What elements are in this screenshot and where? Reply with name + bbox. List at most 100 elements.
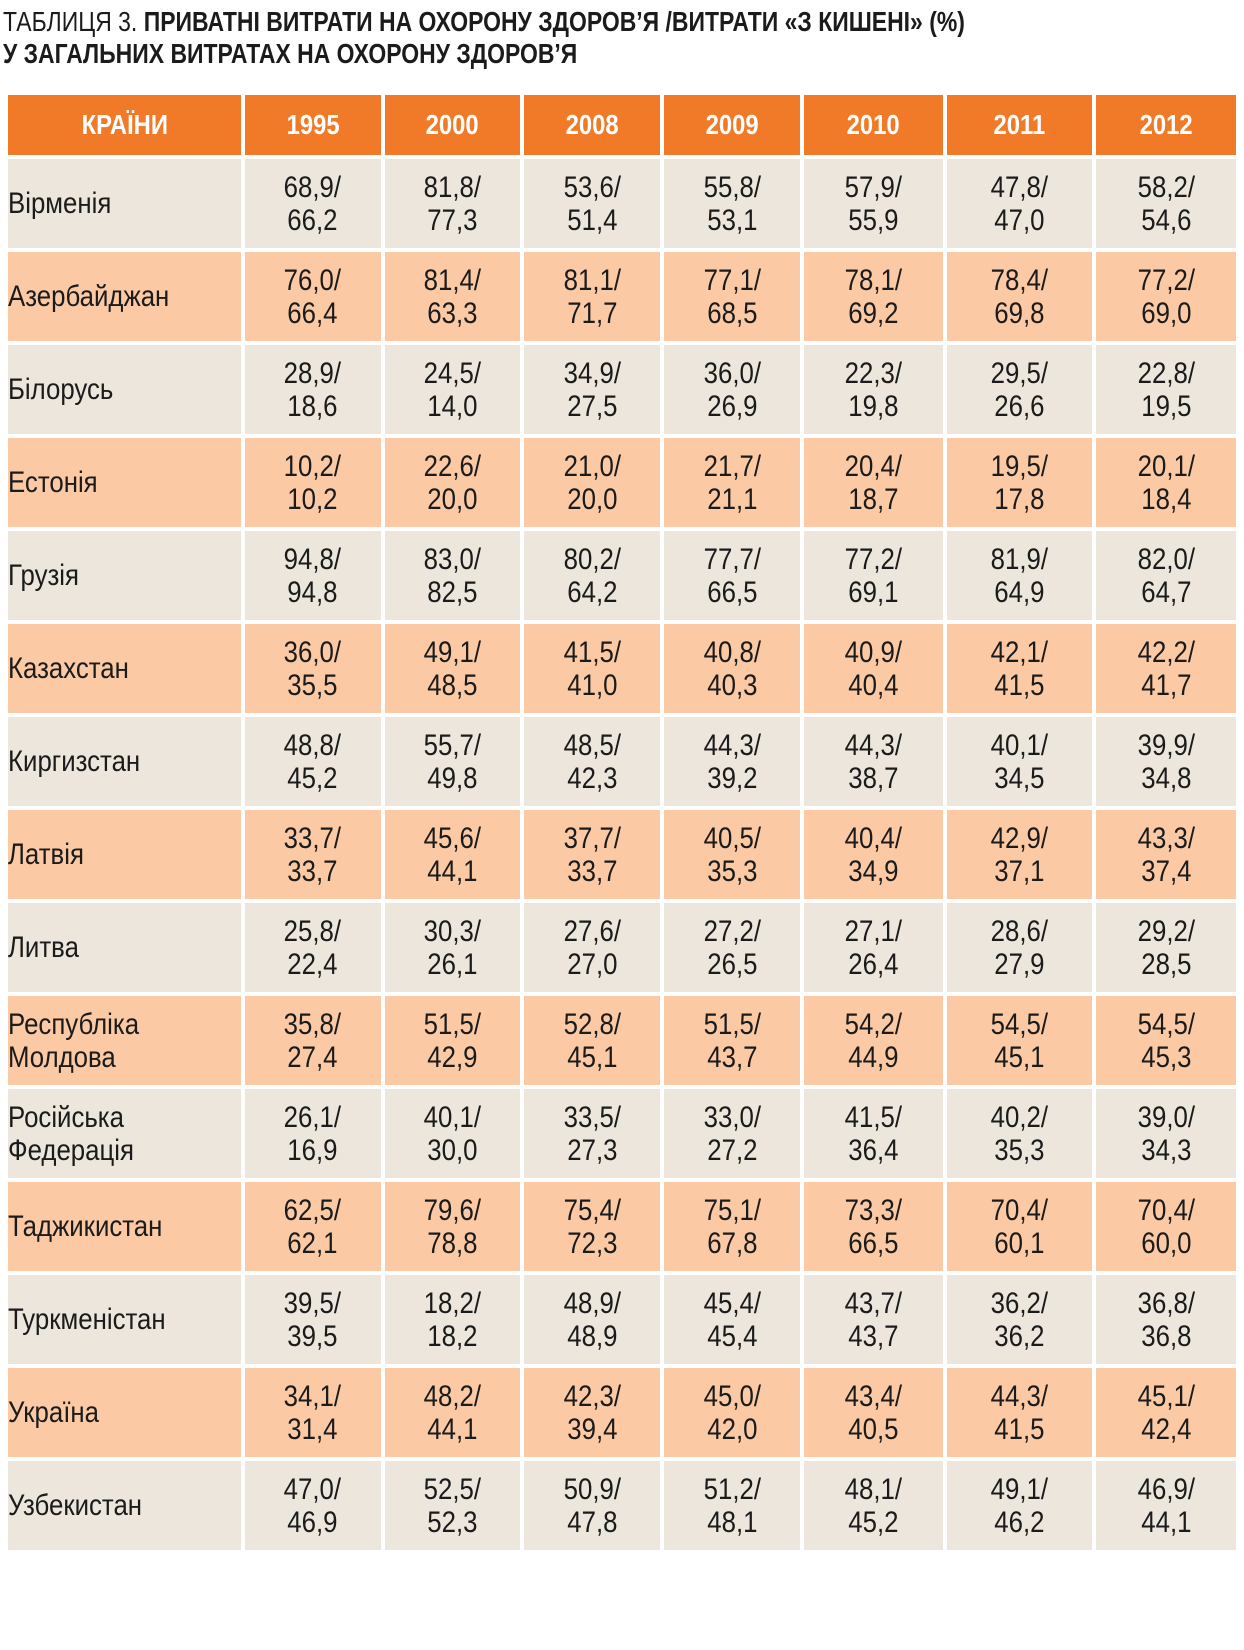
value-cell: 53,6/51,4 [520,155,665,252]
value-cell: 42,2/41,7 [1092,620,1240,717]
value-cell: 77,1/68,5 [660,248,804,345]
country-cell: Вірменія [4,155,245,252]
country-cell: Азербайджан [4,248,245,345]
value-cell: 50,9/47,8 [520,1457,665,1554]
value-cell: 21,7/21,1 [660,434,804,531]
value-cell: 57,9/55,9 [799,155,947,252]
value-cell: 48,8/45,2 [240,713,385,810]
header-year: 1995 [240,91,385,159]
value-cell: 19,5/17,8 [942,434,1097,531]
header-year: 2011 [942,91,1097,159]
value-cell: 28,9/18,6 [240,341,385,438]
value-cell: 70,4/60,1 [942,1178,1097,1275]
title-line-1: ПРИВАТНІ ВИТРАТИ НА ОХОРОНУ ЗДОРОВ’Я /ВИ… [143,6,965,37]
value-cell: 77,7/66,5 [660,527,804,624]
title-line-2: У ЗАГАЛЬНИХ ВИТРАТАХ НА ОХОРОНУ ЗДОРОВ’Я [3,38,578,69]
table-row: Республіка Молдова 35,8/27,4 51,5/42,9 52,8/… [4,992,1240,1089]
value-cell: 46,9/44,1 [1092,1457,1240,1554]
value-cell: 48,1/45,2 [799,1457,947,1554]
value-cell: 77,2/69,1 [799,527,947,624]
table-row: Узбекистан 47,0/46,9 52,5/52,3 50,9/47,8 51,… [4,1457,1240,1554]
country-cell: Таджикистан [4,1178,245,1275]
value-cell: 41,5/41,0 [520,620,665,717]
value-cell: 33,0/27,2 [660,1085,804,1182]
country-cell: Литва [4,899,245,996]
value-cell: 40,4/34,9 [799,806,947,903]
table-row: Білорусь 28,9/18,6 24,5/14,0 34,9/27,5 36,0/… [4,341,1240,438]
table-row: Казахстан 36,0/35,5 49,1/48,5 41,5/41,0 40,8… [4,620,1240,717]
value-cell: 37,7/33,7 [520,806,665,903]
value-cell: 79,6/78,8 [380,1178,525,1275]
value-cell: 48,9/48,9 [520,1271,665,1368]
value-cell: 36,2/36,2 [942,1271,1097,1368]
value-cell: 49,1/46,2 [942,1457,1097,1554]
value-cell: 48,2/44,1 [380,1364,525,1461]
value-cell: 40,2/35,3 [942,1085,1097,1182]
value-cell: 48,5/42,3 [520,713,665,810]
value-cell: 45,6/44,1 [380,806,525,903]
value-cell: 27,1/26,4 [799,899,947,996]
value-cell: 40,1/34,5 [942,713,1097,810]
value-cell: 39,9/34,8 [1092,713,1240,810]
value-cell: 70,4/60,0 [1092,1178,1240,1275]
country-cell: Білорусь [4,341,245,438]
value-cell: 36,8/36,8 [1092,1271,1240,1368]
value-cell: 54,5/45,3 [1092,992,1240,1089]
value-cell: 39,5/39,5 [240,1271,385,1368]
value-cell: 34,9/27,5 [520,341,665,438]
value-cell: 36,0/35,5 [240,620,385,717]
value-cell: 49,1/48,5 [380,620,525,717]
value-cell: 42,3/39,4 [520,1364,665,1461]
value-cell: 29,5/26,6 [942,341,1097,438]
header-row: КРАЇНИ 1995 2000 2008 2009 2010 2011 201… [4,91,1240,159]
country-cell: Киргизстан [4,713,245,810]
value-cell: 26,1/16,9 [240,1085,385,1182]
header-year: 2008 [520,91,665,159]
value-cell: 51,5/43,7 [660,992,804,1089]
value-cell: 29,2/28,5 [1092,899,1240,996]
value-cell: 58,2/54,6 [1092,155,1240,252]
value-cell: 77,2/69,0 [1092,248,1240,345]
value-cell: 68,9/66,2 [240,155,385,252]
value-cell: 41,5/36,4 [799,1085,947,1182]
value-cell: 51,2/48,1 [660,1457,804,1554]
value-cell: 45,0/42,0 [660,1364,804,1461]
table-row: Киргизстан 48,8/45,2 55,7/49,8 48,5/42,3 44,… [4,713,1240,810]
value-cell: 25,8/22,4 [240,899,385,996]
header-year: 2010 [799,91,947,159]
value-cell: 40,9/40,4 [799,620,947,717]
country-cell: Латвія [4,806,245,903]
value-cell: 47,8/47,0 [942,155,1097,252]
value-cell: 33,7/33,7 [240,806,385,903]
country-cell: Республіка Молдова [4,992,245,1089]
value-cell: 43,3/37,4 [1092,806,1240,903]
country-cell: Україна [4,1364,245,1461]
value-cell: 62,5/62,1 [240,1178,385,1275]
value-cell: 81,9/64,9 [942,527,1097,624]
value-cell: 20,1/18,4 [1092,434,1240,531]
value-cell: 75,4/72,3 [520,1178,665,1275]
table-row: Російська Федерація 26,1/16,9 40,1/30,0 33,5… [4,1085,1240,1182]
value-cell: 75,1/67,8 [660,1178,804,1275]
header-year: 2009 [660,91,804,159]
value-cell: 76,0/66,4 [240,248,385,345]
value-cell: 94,8/94,8 [240,527,385,624]
country-cell: Туркменістан [4,1271,245,1368]
country-cell: Російська Федерація [4,1085,245,1182]
value-cell: 83,0/82,5 [380,527,525,624]
value-cell: 20,4/18,7 [799,434,947,531]
value-cell: 22,3/19,8 [799,341,947,438]
value-cell: 27,2/26,5 [660,899,804,996]
value-cell: 81,1/71,7 [520,248,665,345]
value-cell: 52,5/52,3 [380,1457,525,1554]
value-cell: 27,6/27,0 [520,899,665,996]
value-cell: 40,8/40,3 [660,620,804,717]
value-cell: 39,0/34,3 [1092,1085,1240,1182]
value-cell: 33,5/27,3 [520,1085,665,1182]
value-cell: 43,7/43,7 [799,1271,947,1368]
value-cell: 30,3/26,1 [380,899,525,996]
value-cell: 28,6/27,9 [942,899,1097,996]
value-cell: 44,3/38,7 [799,713,947,810]
value-cell: 21,0/20,0 [520,434,665,531]
value-cell: 44,3/39,2 [660,713,804,810]
